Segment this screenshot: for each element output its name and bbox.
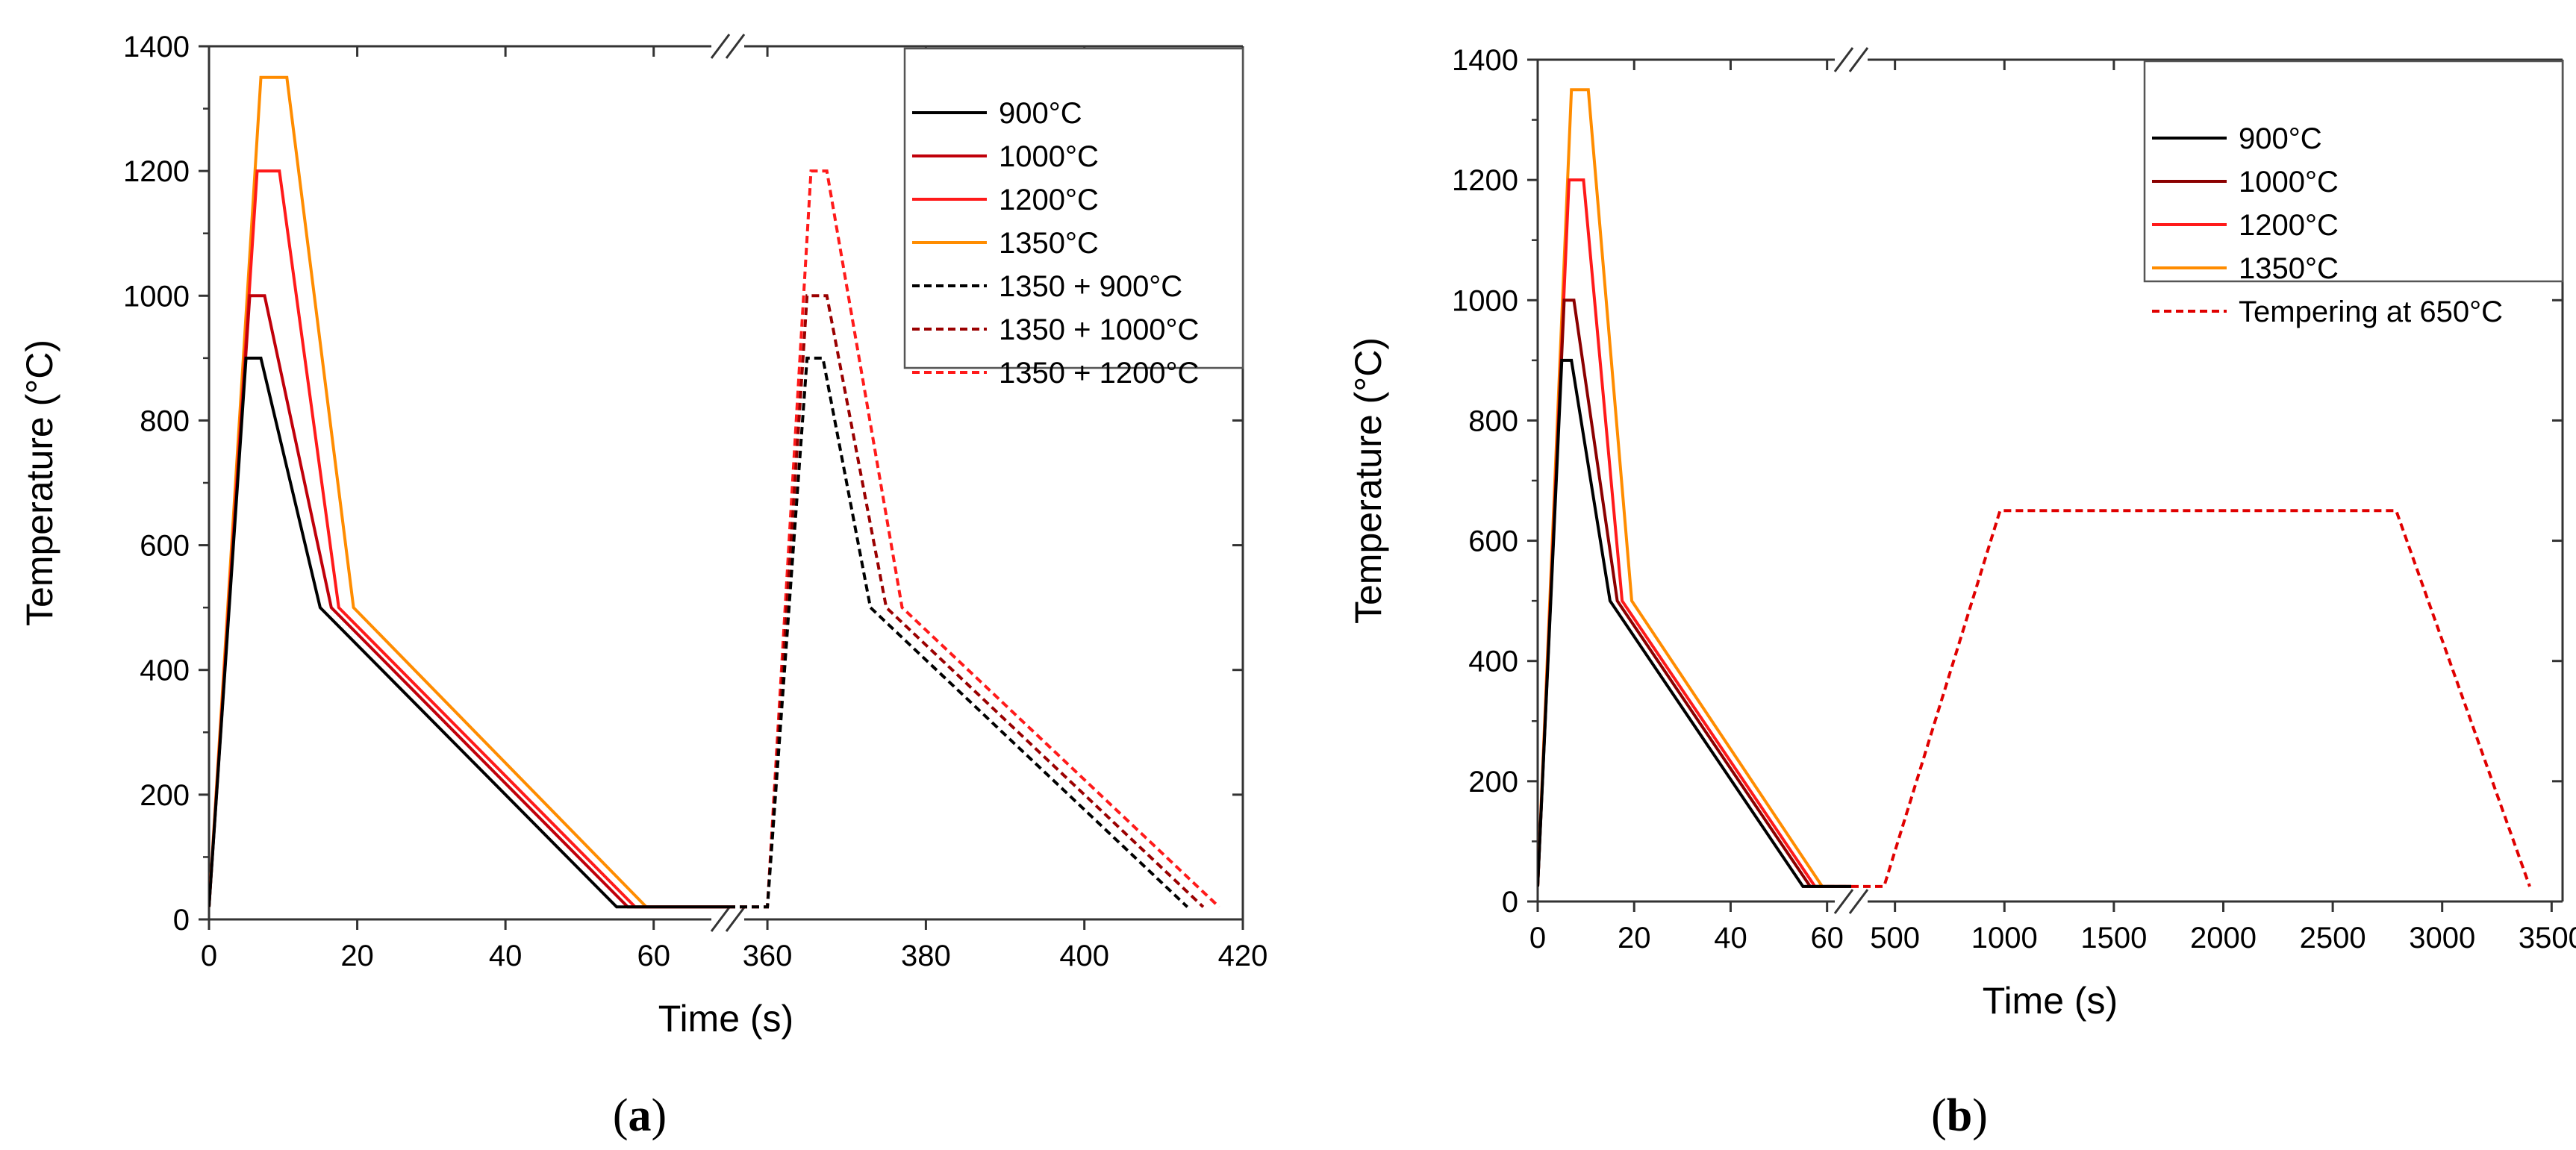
y-tick-label: 400 xyxy=(1468,646,1518,678)
series-line xyxy=(728,356,1189,909)
x-tick-label: 2500 xyxy=(2300,922,2366,954)
legend-label: 1350 + 1000°C xyxy=(999,313,1199,346)
panel-caption-letter: a xyxy=(629,1090,652,1141)
y-tick-label: 1000 xyxy=(1452,284,1518,317)
series-line xyxy=(1851,509,2531,888)
plot-area xyxy=(1538,88,2531,888)
panel-caption: (a) xyxy=(613,1090,667,1141)
x-tick-label: 20 xyxy=(340,940,374,972)
x-tick-label: 360 xyxy=(743,940,793,972)
x-tick-label: 0 xyxy=(201,940,217,972)
series-line xyxy=(209,356,728,909)
y-tick-label: 600 xyxy=(140,530,190,563)
legend-label: 1200°C xyxy=(2239,209,2339,242)
x-tick-label: 420 xyxy=(1218,940,1268,972)
x-tick-label: 40 xyxy=(489,940,523,972)
panel-a: 0 200 400 600 800 1000 1200 1400 0 20 40 60 360 380 40… xyxy=(19,31,1267,1141)
top-axis-break-mark xyxy=(725,34,746,59)
x-axis-break-mark xyxy=(1833,889,1854,914)
legend-box xyxy=(903,47,1244,369)
y-tick-label: 600 xyxy=(1468,525,1518,558)
y-tick-label: 400 xyxy=(140,654,190,687)
x-tick-label: 0 xyxy=(1529,922,1546,954)
y-tick-label: 200 xyxy=(140,779,190,812)
x-tick-label: 2000 xyxy=(2190,922,2257,954)
x-tick-label: 3000 xyxy=(2409,922,2475,954)
y-tick-label: 1200 xyxy=(123,155,190,188)
legend-label: 1350°C xyxy=(2239,252,2339,285)
x-tick-label: 60 xyxy=(637,940,670,972)
legend-label: Tempering at 650°C xyxy=(2239,296,2503,328)
series-line xyxy=(209,75,728,909)
x-tick-label: 20 xyxy=(1618,922,1651,954)
plot-area xyxy=(209,75,1220,909)
top-axis-break-mark xyxy=(1848,47,1869,72)
panel-caption: (b) xyxy=(1931,1090,1988,1141)
y-axis-title: Temperature (°C) xyxy=(19,340,60,626)
x-tick-label: 1500 xyxy=(2080,922,2147,954)
y-tick-label: 800 xyxy=(1468,404,1518,437)
y-axis-title: Temperature (°C) xyxy=(1347,337,1389,624)
legend-label: 1350°C xyxy=(999,227,1099,260)
legend-label: 1350 + 900°C xyxy=(999,270,1182,303)
x-axis-break-mark xyxy=(725,907,746,932)
y-tick-label: 1400 xyxy=(123,31,190,63)
y-tick-label: 200 xyxy=(1468,766,1518,799)
legend: 900°C 1000°C 1200°C 1350°C Tempering at 650°… xyxy=(2143,60,2564,328)
legend-label: 1200°C xyxy=(999,184,1099,216)
x-tick-label: 1000 xyxy=(1971,922,2038,954)
legend-label: 900°C xyxy=(999,97,1082,130)
y-tick-label: 800 xyxy=(140,404,190,437)
series-line xyxy=(1538,178,1851,888)
x-axis-title: Time (s) xyxy=(658,998,793,1040)
series-line xyxy=(209,169,728,909)
legend-label: 900°C xyxy=(2239,122,2322,155)
x-tick-label: 3500 xyxy=(2519,922,2576,954)
series-line xyxy=(728,294,1205,909)
top-axis-break-mark xyxy=(710,34,731,59)
panel-b: 0 200 400 600 800 1000 1200 1400 0 20 40 60 500 1000 1… xyxy=(1347,44,2576,1141)
series-line xyxy=(209,294,728,909)
x-axis-title: Time (s) xyxy=(1983,980,2118,1022)
x-axis-break-mark xyxy=(1848,889,1869,914)
x-tick-label: 400 xyxy=(1059,940,1109,972)
x-tick-label: 500 xyxy=(1870,922,1920,954)
x-axis-break-mark xyxy=(710,907,731,932)
legend-label: 1350 + 1200°C xyxy=(999,357,1199,390)
x-tick-label: 60 xyxy=(1810,922,1844,954)
panel-caption-letter: b xyxy=(1947,1090,1972,1141)
legend-box xyxy=(2143,60,2564,283)
series-line xyxy=(1538,299,1851,888)
series-line xyxy=(728,169,1220,909)
y-tick-label: 1000 xyxy=(123,280,190,313)
top-axis-break-mark xyxy=(1833,47,1854,72)
x-tick-label: 380 xyxy=(901,940,951,972)
legend-label: 1000°C xyxy=(2239,166,2339,199)
y-tick-label: 0 xyxy=(173,904,190,937)
legend: 900°C 1000°C 1200°C 1350°C 1350 + 900°C 1350 … xyxy=(903,47,1244,390)
x-tick-label: 40 xyxy=(1714,922,1747,954)
y-tick-label: 1400 xyxy=(1452,44,1518,77)
legend-label: 1000°C xyxy=(999,140,1099,173)
y-tick-label: 0 xyxy=(1502,886,1518,919)
series-line xyxy=(1538,358,1851,888)
y-tick-label: 1200 xyxy=(1452,164,1518,197)
